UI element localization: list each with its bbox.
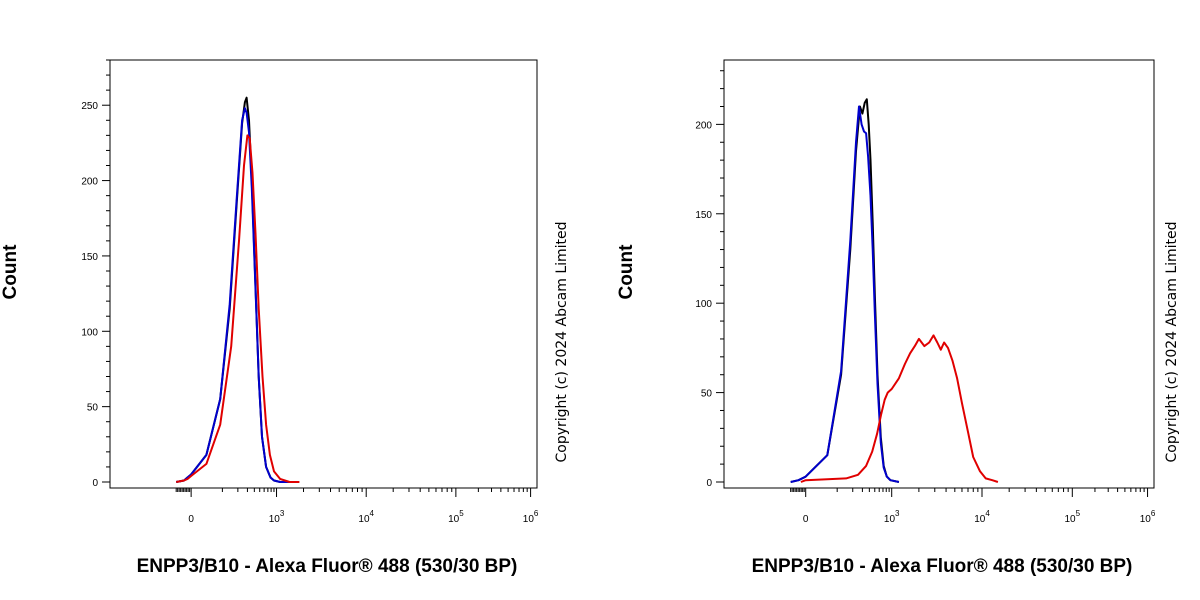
x-tick-label: 0 (188, 514, 194, 525)
histogram-panel-right: 0 50 100 150 200 0 103 104 105 106 Count ENPP3/B10 … (616, 59, 1180, 577)
histogram-series-0 (790, 98, 900, 483)
x-tick-label: 106 (1140, 509, 1156, 525)
y-tick-label: 200 (695, 120, 712, 131)
x-tick-label: 104 (358, 509, 374, 525)
histogram-series-2 (800, 334, 999, 483)
y-axis-title: Count (0, 244, 21, 300)
histogram-panel-left: 0 50 100 150 200 250 0 103 104 105 106 Count ENPP3/B… (0, 59, 570, 577)
x-tick-label: 103 (269, 509, 285, 525)
copyright-note: Copyright (c) 2024 Abcam Limited (554, 221, 570, 462)
y-tick-label: 100 (695, 299, 712, 310)
y-tick-label: 0 (706, 478, 712, 489)
y-tick-label: 0 (92, 478, 98, 489)
x-axis-title: ENPP3/B10 - Alexa Fluor® 488 (530/30 BP) (137, 556, 518, 577)
y-tick-label: 150 (81, 252, 98, 263)
y-tick-label: 50 (701, 389, 713, 400)
x-tick-label: 105 (448, 509, 464, 525)
x-tick-label: 105 (1065, 509, 1081, 525)
x-tick-label: 106 (523, 509, 539, 525)
plot-frame (109, 59, 538, 489)
y-tick-label: 100 (81, 327, 98, 338)
histogram-series-2 (176, 134, 300, 483)
y-tick-label: 250 (81, 101, 98, 112)
plot-frame (723, 59, 1155, 489)
y-tick-label: 150 (695, 210, 712, 221)
x-axis-title: ENPP3/B10 - Alexa Fluor® 488 (530/30 BP) (752, 556, 1133, 577)
x-tick-label: 0 (803, 514, 809, 525)
histogram-series-0 (176, 96, 293, 483)
x-tick-label: 103 (884, 509, 900, 525)
histogram-series-1 (176, 107, 293, 483)
y-axis-title: Count (616, 244, 637, 300)
y-tick-label: 200 (81, 177, 98, 188)
x-tick-label: 104 (974, 509, 990, 525)
histogram-series-1 (790, 105, 900, 483)
copyright-note: Copyright (c) 2024 Abcam Limited (1164, 221, 1180, 462)
y-tick-label: 50 (87, 403, 99, 414)
